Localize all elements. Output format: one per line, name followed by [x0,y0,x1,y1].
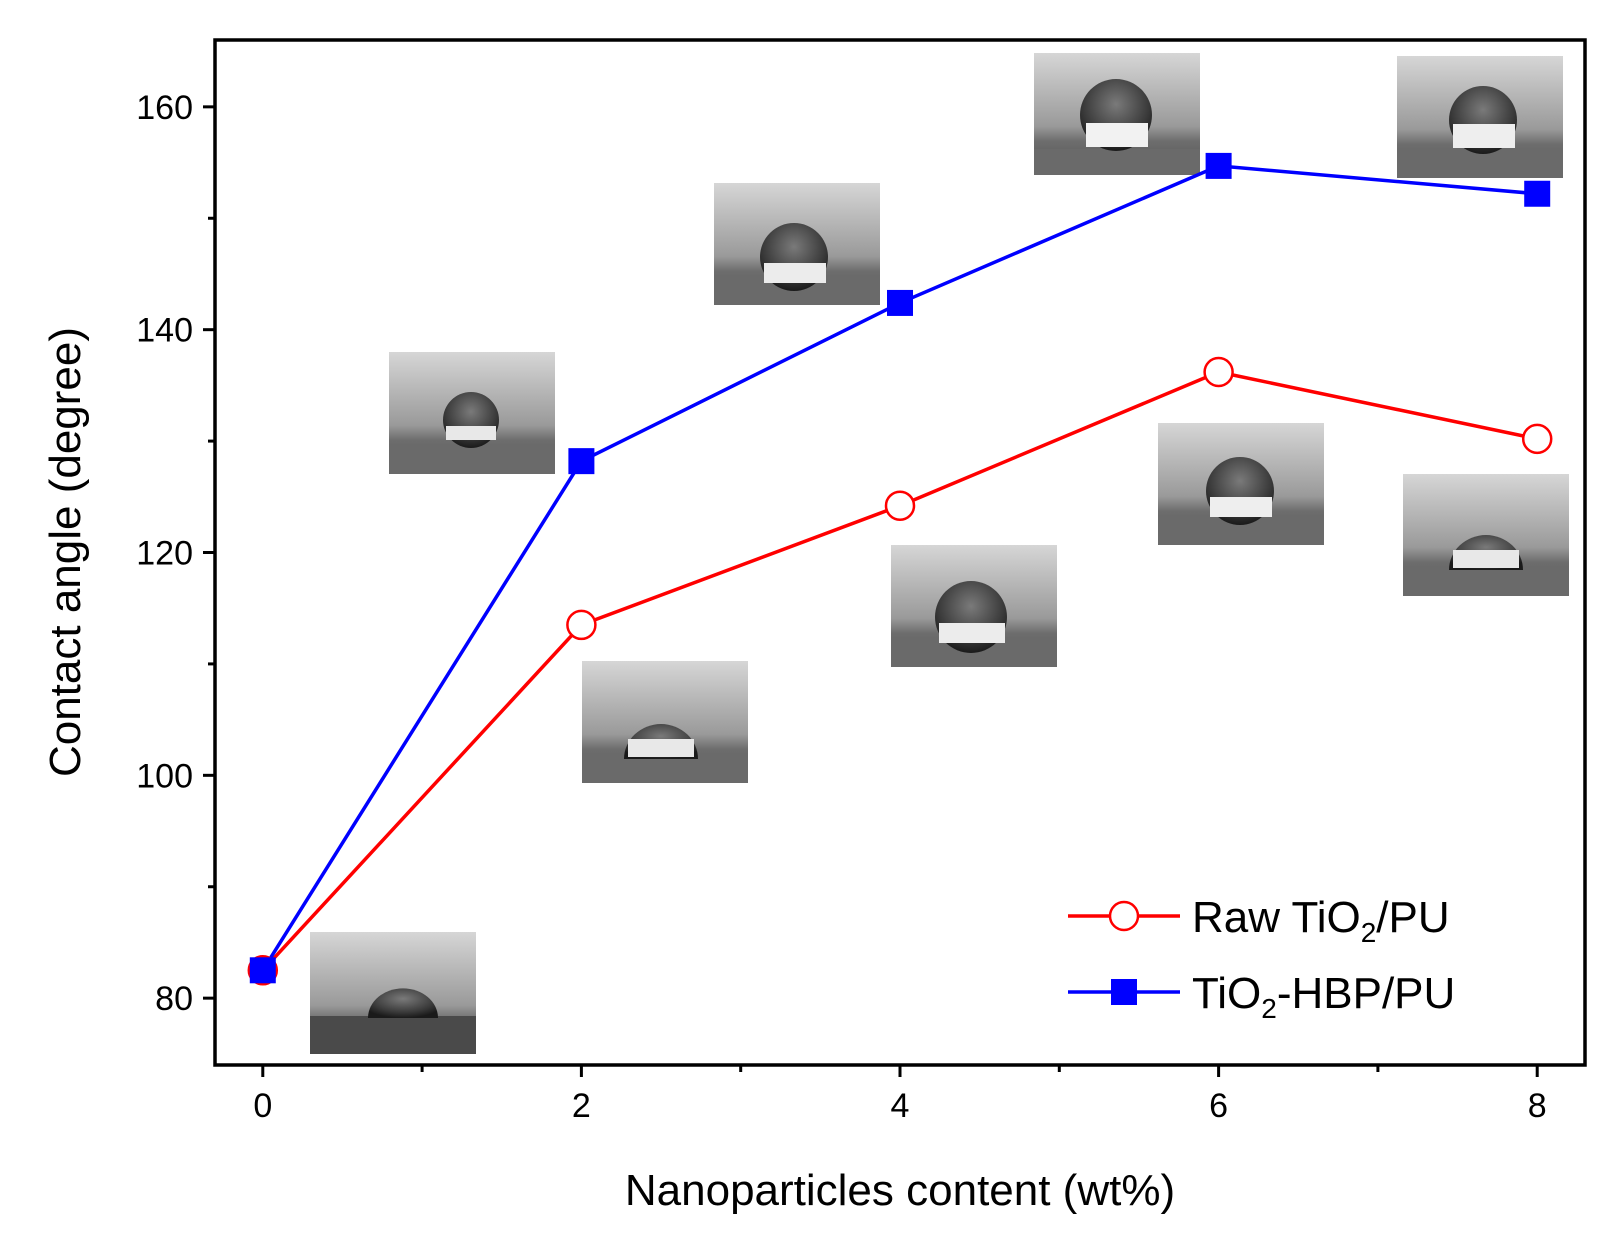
droplet-photo [310,932,476,1054]
droplet-photo [1158,423,1324,545]
y-axis: 80 100 120 140 160 [136,89,215,1018]
data-point [1205,152,1232,179]
droplet-insets [310,53,1569,1054]
data-point [887,289,913,316]
droplet-photo [389,352,555,474]
y-tick-label: 160 [136,89,193,127]
x-axis-title: Nanoparticles content (wt%) [625,1166,1175,1215]
y-tick-label: 80 [155,980,193,1018]
y-tick-label: 120 [136,535,193,573]
droplet-photo [1403,474,1569,596]
legend-label-hbp: TiO2-HBP/PU [1192,969,1455,1024]
data-point [1524,180,1551,207]
droplet-photo [891,545,1057,667]
x-tick-label: 8 [1528,1087,1547,1125]
data-point [568,448,595,475]
data-point [1521,423,1553,455]
legend-marker-raw [1108,900,1140,932]
data-point [1203,356,1234,388]
x-tick-label: 4 [891,1087,910,1125]
droplet-photo [1397,56,1563,178]
legend-label-raw: Raw TiO2/PU [1192,893,1450,948]
data-point [884,490,916,521]
droplet-photo [582,661,748,783]
droplet-photo [714,183,880,305]
x-tick-label: 0 [253,1087,272,1125]
x-tick-label: 2 [572,1087,591,1125]
legend-marker-hbp [1111,979,1137,1005]
data-point [249,957,276,984]
y-tick-label: 100 [136,757,193,795]
legend: Raw TiO2/PU TiO2-HBP/PU [1068,893,1455,1024]
droplet-photo [1034,53,1200,175]
y-axis-title: Contact angle (degree) [41,327,90,777]
y-tick-label: 140 [136,312,193,350]
x-axis: 0 2 4 6 8 [253,1065,1547,1125]
series-layer [247,152,1553,986]
x-tick-label: 6 [1209,1087,1228,1125]
data-point [566,609,597,641]
